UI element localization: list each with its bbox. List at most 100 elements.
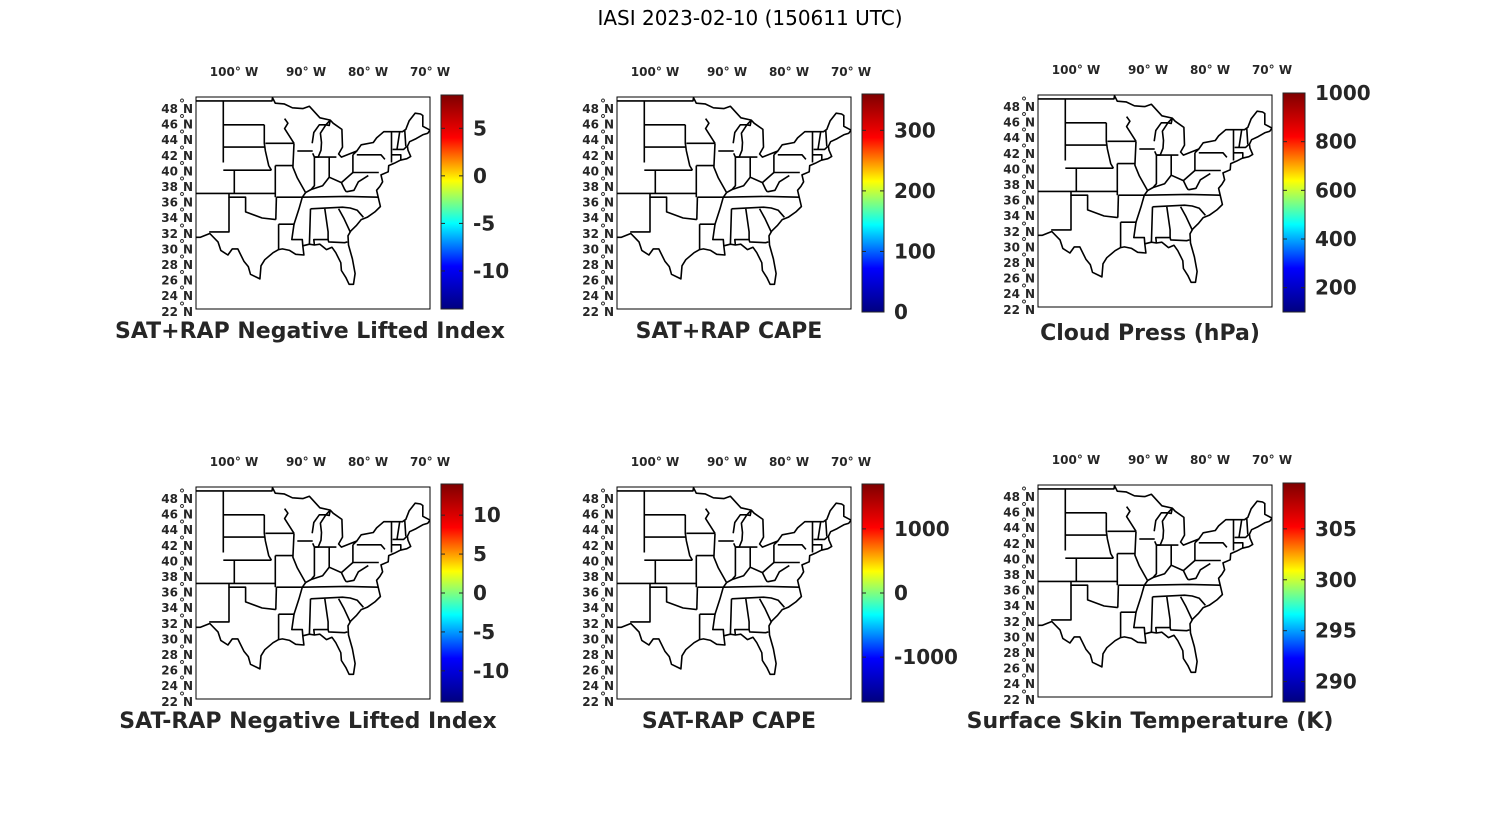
- latitude-hemisphere-label: N: [1025, 272, 1035, 286]
- state-line: [734, 598, 750, 636]
- state-line: [1152, 204, 1207, 216]
- degree-symbol: °: [1021, 189, 1027, 203]
- state-line: [305, 157, 316, 194]
- latitude-hemisphere-label: N: [1025, 584, 1035, 598]
- latitude-tick-label: 28: [582, 258, 599, 272]
- latitude-tick-label: 40: [161, 164, 178, 178]
- latitude-hemisphere-label: N: [1025, 209, 1035, 223]
- degree-symbol: °: [179, 596, 185, 610]
- latitude-hemisphere-label: N: [183, 664, 193, 678]
- state-line: [275, 197, 278, 220]
- state-line: [1125, 506, 1137, 532]
- state-line: [310, 206, 365, 218]
- state-line: [684, 124, 694, 171]
- state-line: [310, 566, 347, 583]
- state-line: [1169, 237, 1190, 242]
- degree-symbol: °: [1021, 579, 1027, 593]
- latitude-hemisphere-label: N: [183, 679, 193, 693]
- longitude-tick-label: 90° W: [1128, 63, 1168, 77]
- state-line: [356, 544, 386, 550]
- latitude-hemisphere-label: N: [1025, 116, 1035, 130]
- map: [195, 486, 431, 700]
- map: [616, 96, 852, 310]
- state-line: [1144, 583, 1221, 586]
- state-boundaries: [196, 487, 430, 676]
- latitude-tick-label: 44: [1003, 131, 1020, 145]
- degree-symbol: °: [600, 690, 606, 704]
- state-line: [704, 118, 716, 144]
- state-line: [758, 598, 772, 623]
- latitude-tick-label: 32: [1003, 615, 1020, 629]
- latitude-hemisphere-label: N: [183, 648, 193, 662]
- state-line: [1169, 627, 1190, 632]
- degree-symbol: °: [600, 222, 606, 236]
- latitude-hemisphere-label: N: [1025, 287, 1035, 301]
- latitude-tick-label: 38: [161, 180, 178, 194]
- latitude-hemisphere-label: N: [1025, 506, 1035, 520]
- colorbar-tick-label: 300: [1315, 568, 1357, 592]
- latitude-hemisphere-label: N: [183, 149, 193, 163]
- latitude-hemisphere-label: N: [183, 242, 193, 256]
- state-boundaries: [1038, 95, 1272, 284]
- colorbar-tick-label: 1000: [894, 517, 950, 541]
- latitude-tick-label: 32: [1003, 225, 1020, 239]
- state-line: [714, 582, 728, 615]
- state-line: [1155, 596, 1171, 634]
- latitude-tick-label: 44: [161, 133, 178, 147]
- colorbar-gradient: [440, 94, 464, 310]
- degree-symbol: °: [1021, 220, 1027, 234]
- latitude-tick-label: 26: [1003, 662, 1020, 676]
- state-line: [748, 629, 769, 634]
- latitude-hemisphere-label: N: [183, 523, 193, 537]
- state-line: [1152, 174, 1189, 191]
- colorbar-tick-label: 600: [1315, 178, 1357, 202]
- longitude-tick-label: 80° W: [1190, 63, 1230, 77]
- state-line: [228, 193, 276, 221]
- latitude-tick-label: 40: [582, 554, 599, 568]
- state-line: [391, 154, 402, 161]
- latitude-tick-label: 30: [161, 632, 178, 646]
- map-frame: [195, 96, 431, 310]
- map-frame: [1037, 94, 1273, 308]
- map: [1037, 484, 1273, 698]
- state-line: [1134, 531, 1149, 581]
- panel-title: Cloud Press (hPa): [1040, 321, 1260, 346]
- figure-title: IASI 2023-02-10 (150611 UTC): [597, 6, 903, 30]
- state-line: [1238, 519, 1243, 538]
- latitude-tick-label: 26: [582, 664, 599, 678]
- degree-symbol: °: [1021, 563, 1027, 577]
- latitude-hemisphere-label: N: [1025, 147, 1035, 161]
- degree-symbol: °: [179, 549, 185, 563]
- latitude-hemisphere-label: N: [604, 242, 614, 256]
- degree-symbol: °: [179, 627, 185, 641]
- colorbar-tick-label: 0: [473, 581, 487, 605]
- latitude-tick-label: 38: [582, 570, 599, 584]
- degree-symbol: °: [1021, 282, 1027, 296]
- latitude-hemisphere-label: N: [604, 648, 614, 662]
- degree-symbol: °: [179, 237, 185, 251]
- degree-symbol: °: [600, 534, 606, 548]
- latitude-tick-label: 44: [161, 523, 178, 537]
- latitude-tick-label: 24: [1003, 287, 1020, 301]
- latitude-tick-label: 34: [1003, 599, 1020, 613]
- state-line: [1194, 538, 1200, 544]
- degree-symbol: °: [179, 674, 185, 688]
- latitude-tick-label: 48: [1003, 490, 1020, 504]
- latitude-hemisphere-label: N: [1025, 537, 1035, 551]
- degree-symbol: °: [600, 674, 606, 688]
- state-line: [1105, 512, 1115, 559]
- latitude-tick-label: 38: [1003, 178, 1020, 192]
- latitude-tick-label: 30: [582, 632, 599, 646]
- latitude-hemisphere-label: N: [604, 679, 614, 693]
- latitude-hemisphere-label: N: [1025, 162, 1035, 176]
- latitude-hemisphere-label: N: [604, 617, 614, 631]
- degree-symbol: °: [600, 581, 606, 595]
- state-line: [1120, 611, 1146, 634]
- state-line: [396, 521, 401, 540]
- degree-symbol: °: [1021, 111, 1027, 125]
- latitude-tick-label: 26: [1003, 272, 1020, 286]
- degree-symbol: °: [600, 113, 606, 127]
- latitude-tick-label: 46: [582, 118, 599, 132]
- latitude-tick-label: 28: [1003, 256, 1020, 270]
- state-line: [340, 561, 354, 574]
